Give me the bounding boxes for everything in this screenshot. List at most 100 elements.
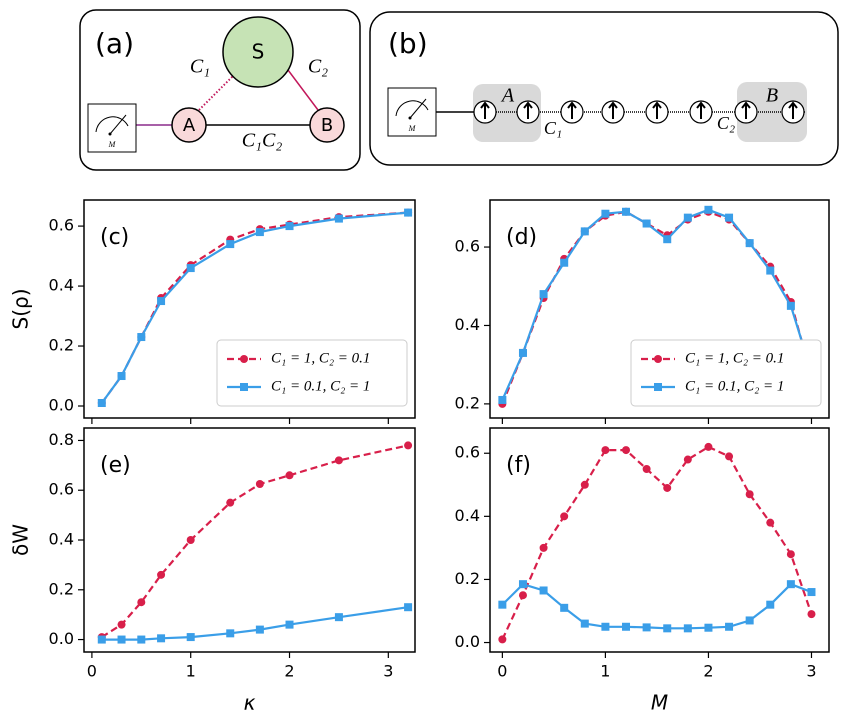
marker <box>518 580 527 589</box>
y-tick-label: 0.2 <box>49 579 74 598</box>
chart: 0.00.20.40.6S(ρ)(c)C₁ = 1, C₂ = 0.1C₁ = … <box>9 199 416 424</box>
marker <box>786 580 795 589</box>
marker <box>663 483 672 492</box>
series-line <box>501 208 813 401</box>
marker <box>334 214 343 223</box>
x-tick-label: 1 <box>600 662 610 681</box>
marker <box>285 222 294 231</box>
marker <box>186 536 195 544</box>
region-a <box>473 84 541 142</box>
coupling-label: C₂ <box>308 56 328 78</box>
panel-label: (f) <box>506 453 531 478</box>
panel-a: (a) S A B C₁ C₂ C₁C₂ M <box>79 9 361 171</box>
node-label: B <box>321 115 333 136</box>
marker <box>498 635 507 644</box>
marker <box>642 219 651 228</box>
marker <box>137 333 146 342</box>
y-tick-label: 0.0 <box>49 396 74 415</box>
legend-marker <box>240 355 248 363</box>
marker <box>285 471 294 480</box>
marker <box>622 622 631 631</box>
marker <box>786 301 795 310</box>
y-tick-label: 0.6 <box>49 216 74 235</box>
link-as <box>198 75 234 111</box>
marker <box>334 613 343 622</box>
marker <box>580 227 589 236</box>
link-sb <box>287 69 319 111</box>
marker <box>745 616 754 625</box>
y-tick-label: 0.4 <box>455 315 480 334</box>
marker <box>117 635 126 644</box>
y-tick-label: 0.4 <box>49 530 74 549</box>
marker <box>285 620 294 629</box>
node-label: A <box>183 115 196 136</box>
meter-label: M <box>108 140 117 149</box>
marker <box>498 600 507 609</box>
y-axis-label: S(ρ) <box>9 289 33 330</box>
x-tick-label: 1 <box>186 662 196 681</box>
marker <box>157 634 166 643</box>
marker <box>117 372 126 381</box>
node-label: S <box>252 40 265 64</box>
coupling-label: C₁ <box>544 118 562 138</box>
marker <box>601 622 610 631</box>
plot-area <box>489 427 830 653</box>
marker <box>539 586 548 595</box>
x-tick-label: 0 <box>497 662 507 681</box>
legend: C₁ = 1, C₂ = 0.1 C₁ = 0.1, C₂ = 1 <box>630 339 822 407</box>
marker <box>622 446 631 455</box>
marker <box>725 622 734 631</box>
series-line <box>101 606 409 641</box>
marker <box>97 399 106 408</box>
node-a <box>171 107 207 143</box>
node-b <box>309 107 345 143</box>
marker <box>725 213 734 222</box>
legend-label: C₁ = 0.1, C₂ = 1 <box>685 378 784 394</box>
y-axis-label: δW <box>9 524 33 556</box>
marker <box>560 258 569 267</box>
marker <box>663 624 672 633</box>
marker <box>255 228 264 237</box>
y-tick-label: 0.0 <box>49 629 74 648</box>
marker <box>498 395 507 404</box>
legend-label: C₁ = 1, C₂ = 0.1 <box>685 350 784 366</box>
marker <box>622 207 631 216</box>
series-line <box>501 582 812 630</box>
marker <box>745 239 754 248</box>
marker <box>642 465 651 474</box>
meter-icon: M <box>387 87 437 137</box>
y-tick-label: 0.2 <box>455 569 480 588</box>
marker <box>226 629 235 638</box>
panel-b: (b) A B C₁ C₂ M <box>369 11 839 166</box>
meter-icon: M <box>87 103 137 153</box>
chart: 0.0 0.2 0.4 0.6 0.8 0 1 2 3 κ δW (e) <box>9 427 416 715</box>
marker <box>97 635 106 644</box>
chart: 0.0 0.2 0.4 0.6 0 1 2 3 M (f) <box>455 427 830 715</box>
marker <box>807 610 816 619</box>
legend-label: C₁ = 1, C₂ = 0.1 <box>271 350 370 366</box>
marker <box>560 603 569 612</box>
marker <box>807 588 816 597</box>
marker <box>137 635 146 644</box>
y-tick-label: 0.2 <box>455 393 480 412</box>
legend: C₁ = 1, C₂ = 0.1 C₁ = 0.1, C₂ = 1 <box>216 339 408 407</box>
marker <box>157 297 166 306</box>
panel-label: (b) <box>388 27 428 60</box>
x-axis-label: κ <box>244 691 256 715</box>
marker <box>786 550 795 559</box>
panel-label: (a) <box>95 27 134 60</box>
spin-chain <box>473 100 805 124</box>
marker <box>725 452 734 461</box>
marker <box>186 633 195 642</box>
panel-label: (e) <box>100 453 131 478</box>
marker <box>404 603 413 612</box>
marker <box>226 240 235 249</box>
y-tick-label: 0.0 <box>455 632 480 651</box>
coupling-label: C₂ <box>717 113 735 133</box>
panel-frame <box>79 9 361 171</box>
legend-label: C₁ = 0.1, C₂ = 1 <box>271 378 370 394</box>
plot-area <box>83 427 416 653</box>
marker <box>404 441 413 450</box>
marker <box>137 598 146 607</box>
